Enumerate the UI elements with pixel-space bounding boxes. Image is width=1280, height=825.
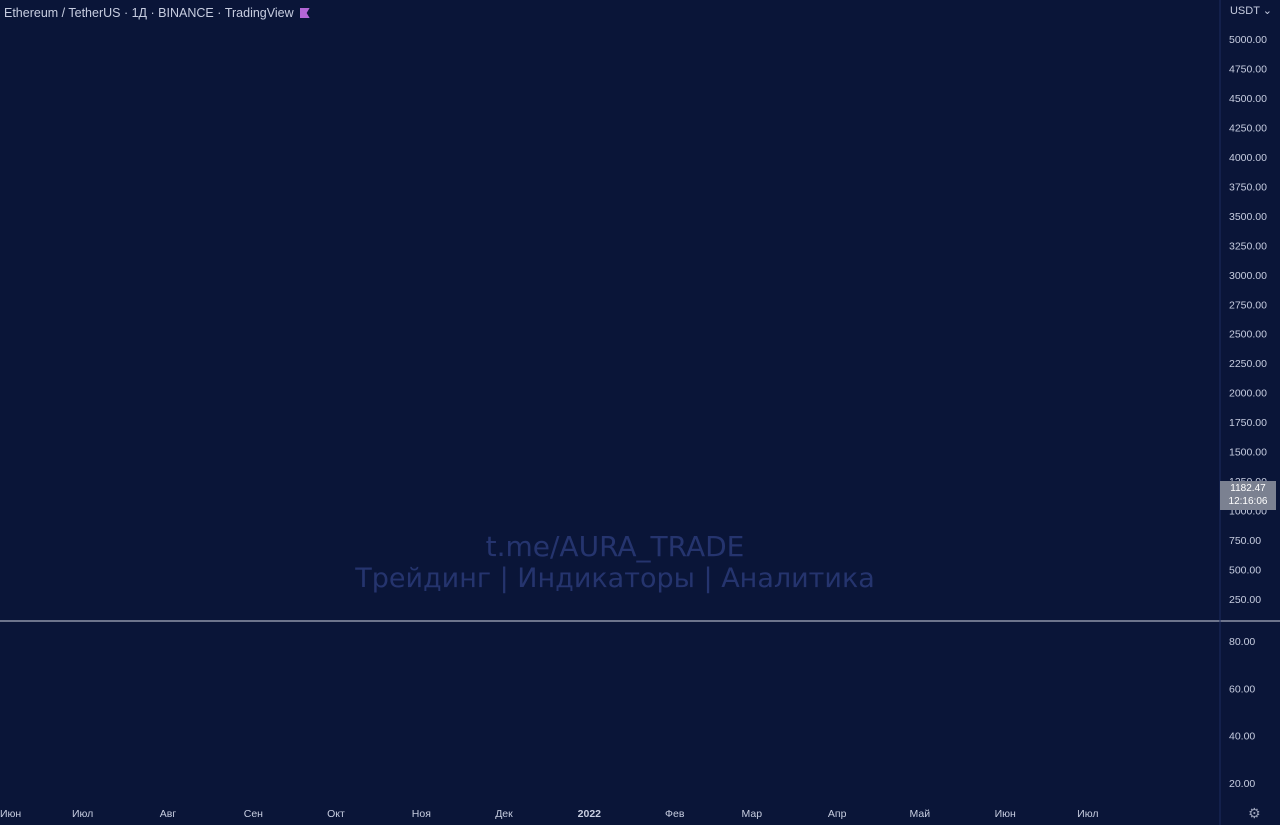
- price-tick-label: 1500.00: [1229, 447, 1267, 459]
- price-tick-label: 750.00: [1229, 535, 1261, 547]
- header-separator: ·: [213, 6, 225, 20]
- price-tick-label: 3500.00: [1229, 211, 1267, 223]
- price-tick-label: 5000.00: [1229, 34, 1267, 46]
- time-tick-label: Май: [910, 808, 931, 820]
- price-tick-label: 3750.00: [1229, 181, 1267, 193]
- price-tick-label: 1750.00: [1229, 417, 1267, 429]
- source-label: TradingView: [224, 6, 294, 20]
- time-tick-label: Июл: [72, 808, 93, 820]
- time-tick-label: 2022: [578, 808, 602, 820]
- last-price-tag: 1182.47 12:16:06: [1220, 481, 1276, 510]
- rsi-tick-label: 20.00: [1229, 778, 1255, 790]
- last-price-value: 1182.47: [1230, 483, 1266, 494]
- price-tick-label: 4750.00: [1229, 63, 1267, 75]
- price-tick-label: 2250.00: [1229, 358, 1267, 370]
- time-tick-label: Июл: [1077, 808, 1098, 820]
- time-tick-label: Июн: [995, 808, 1016, 820]
- price-tick-label: 250.00: [1229, 594, 1261, 606]
- rsi-tick-label: 40.00: [1229, 731, 1255, 743]
- gear-icon[interactable]: ⚙: [1248, 805, 1261, 821]
- price-tick-label: 500.00: [1229, 565, 1261, 577]
- header-separator: ·: [120, 6, 132, 20]
- time-tick-label: Авг: [160, 808, 177, 820]
- time-tick-label: Фев: [665, 808, 685, 820]
- time-tick-label: Сен: [244, 808, 263, 820]
- time-tick-label: Окт: [327, 808, 345, 820]
- price-tick-label: 2500.00: [1229, 329, 1267, 341]
- currency-selector[interactable]: USDT ⌄: [1229, 5, 1272, 17]
- price-tick-label: 4250.00: [1229, 122, 1267, 134]
- price-tick-label: 4000.00: [1229, 152, 1267, 164]
- price-tick-label: 3000.00: [1229, 270, 1267, 282]
- exchange-label: BINANCE: [158, 6, 214, 20]
- watermark-line2: Трейдинг | Индикаторы | Аналитика: [355, 563, 875, 594]
- price-tick-label: 4500.00: [1229, 93, 1267, 105]
- symbol-name[interactable]: Ethereum / TetherUS: [4, 6, 121, 20]
- price-tick-label: 3250.00: [1229, 240, 1267, 252]
- time-tick-label: Апр: [828, 808, 847, 820]
- flag-icon[interactable]: [299, 8, 310, 18]
- price-tick-label: 2750.00: [1229, 299, 1267, 311]
- header-separator: ·: [147, 6, 159, 20]
- chart-header: Ethereum / TetherUS · 1Д · BINANCE · Tra…: [4, 4, 310, 22]
- time-tick-label: Июн: [0, 808, 21, 820]
- time-tick-label: Ноя: [412, 808, 431, 820]
- rsi-tick-label: 60.00: [1229, 683, 1255, 695]
- rsi-tick-label: 80.00: [1229, 636, 1255, 648]
- price-tick-label: 2000.00: [1229, 388, 1267, 400]
- time-tick-label: Дек: [495, 808, 513, 820]
- interval-label[interactable]: 1Д: [131, 6, 148, 20]
- time-tick-label: Мар: [742, 808, 763, 820]
- bar-countdown: 12:16:06: [1228, 496, 1268, 507]
- watermark-line1: t.me/AURA_TRADE: [485, 530, 745, 563]
